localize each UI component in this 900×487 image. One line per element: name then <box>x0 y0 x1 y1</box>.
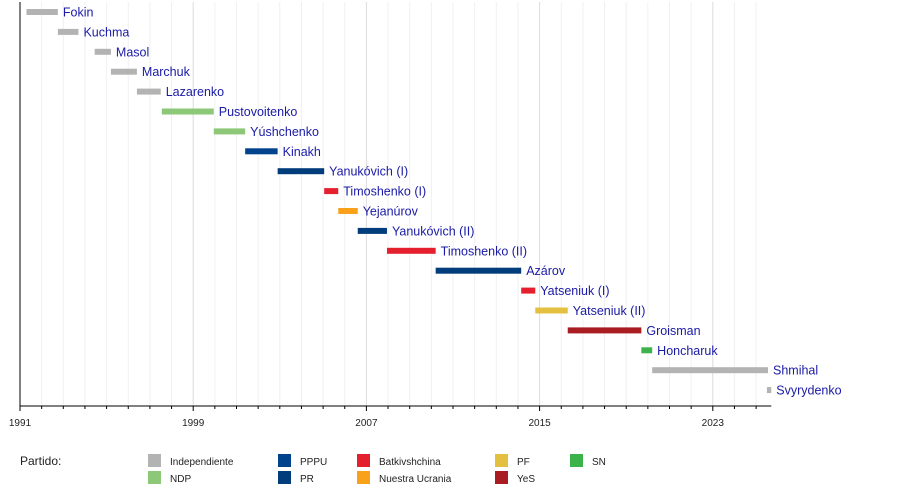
bar-marchuk <box>110 68 137 75</box>
legend-label: PF <box>517 457 530 468</box>
legend-swatch <box>278 471 291 484</box>
bar-label: Pustovoitenko <box>219 105 298 119</box>
bar-timoshenko-ii <box>386 247 436 254</box>
bar-label: Timoshenko (I) <box>343 185 426 199</box>
legend-label: PPPU <box>300 457 327 468</box>
legend-label: YeS <box>517 474 535 485</box>
bar-timoshenko-i <box>324 188 339 195</box>
x-tick-label: 2015 <box>528 418 551 429</box>
bar-svyrydenko <box>766 387 772 394</box>
legend-label: PR <box>300 474 314 485</box>
bar-yatseniuk-ii <box>535 307 568 314</box>
bar-masol <box>94 48 111 55</box>
bar-label: Honcharuk <box>657 344 718 358</box>
x-tick-label: 1999 <box>182 418 205 429</box>
bar-yanuk-vich-i <box>277 168 325 175</box>
bar-label: Fokin <box>63 6 94 20</box>
legend: Partido: Independiente NDP PPPU PR Batkivshch… <box>20 454 606 485</box>
bar-lazarenko <box>136 88 161 95</box>
bar-yejan-rov <box>338 208 358 214</box>
bar-label: Shmihal <box>773 364 818 378</box>
legend-swatch <box>278 454 291 467</box>
x-tick-label: 2023 <box>702 418 725 429</box>
bar-y-shchenko <box>213 128 246 135</box>
x-axis: 1991 1999 2007 2015 2023 <box>9 2 772 429</box>
bar-label: Yatseniuk (I) <box>540 284 609 298</box>
bar-label: Lazarenko <box>166 85 224 99</box>
bar-honcharuk <box>641 347 653 354</box>
bar-groisman <box>567 327 642 334</box>
bar-kinakh <box>245 148 278 155</box>
legend-swatch <box>495 454 508 467</box>
bar-label: Kinakh <box>283 145 321 159</box>
legend-swatch <box>357 471 370 484</box>
bar-yanuk-vich-ii <box>357 227 387 234</box>
bar-label: Groisman <box>646 324 700 338</box>
bar-labels: Fokin Kuchma Masol Marchuk Lazarenko Pustovoi… <box>63 6 842 398</box>
bar-label: Yanukóvich (I) <box>329 165 408 179</box>
legend-label: Batkivshchina <box>379 457 441 468</box>
bar-label: Yanukóvich (II) <box>392 224 474 238</box>
bar-label: Masol <box>116 45 149 59</box>
legend-swatch <box>495 471 508 484</box>
legend-label: SN <box>592 457 606 468</box>
legend-label: Nuestra Ucrania <box>379 474 452 485</box>
bar-fokin <box>26 9 58 15</box>
bar-pustovoitenko <box>161 108 214 115</box>
legend-swatch <box>570 454 583 467</box>
bar-label: Marchuk <box>142 65 191 79</box>
bar-kuchma <box>57 28 79 35</box>
legend-title: Partido: <box>20 454 61 468</box>
legend-swatch <box>148 471 161 484</box>
bar-label: Kuchma <box>83 25 129 39</box>
bar-az-rov <box>435 267 522 274</box>
legend-swatch <box>148 454 161 467</box>
bar-label: Svyrydenko <box>776 384 841 398</box>
bar-label: Azárov <box>526 264 566 278</box>
legend-label: Independiente <box>170 457 234 468</box>
bars <box>26 9 772 394</box>
bar-shmihal <box>652 367 769 374</box>
bar-yatseniuk-i <box>521 287 536 294</box>
bar-label: Yatseniuk (II) <box>573 304 646 318</box>
legend-label: NDP <box>170 474 191 485</box>
bar-label: Yúshchenko <box>250 125 319 139</box>
bar-label: Timoshenko (II) <box>441 244 527 258</box>
x-tick-label: 1991 <box>9 418 32 429</box>
bar-label: Yejanúrov <box>363 205 419 219</box>
x-tick-label: 2007 <box>355 418 378 429</box>
legend-swatch <box>357 454 370 467</box>
